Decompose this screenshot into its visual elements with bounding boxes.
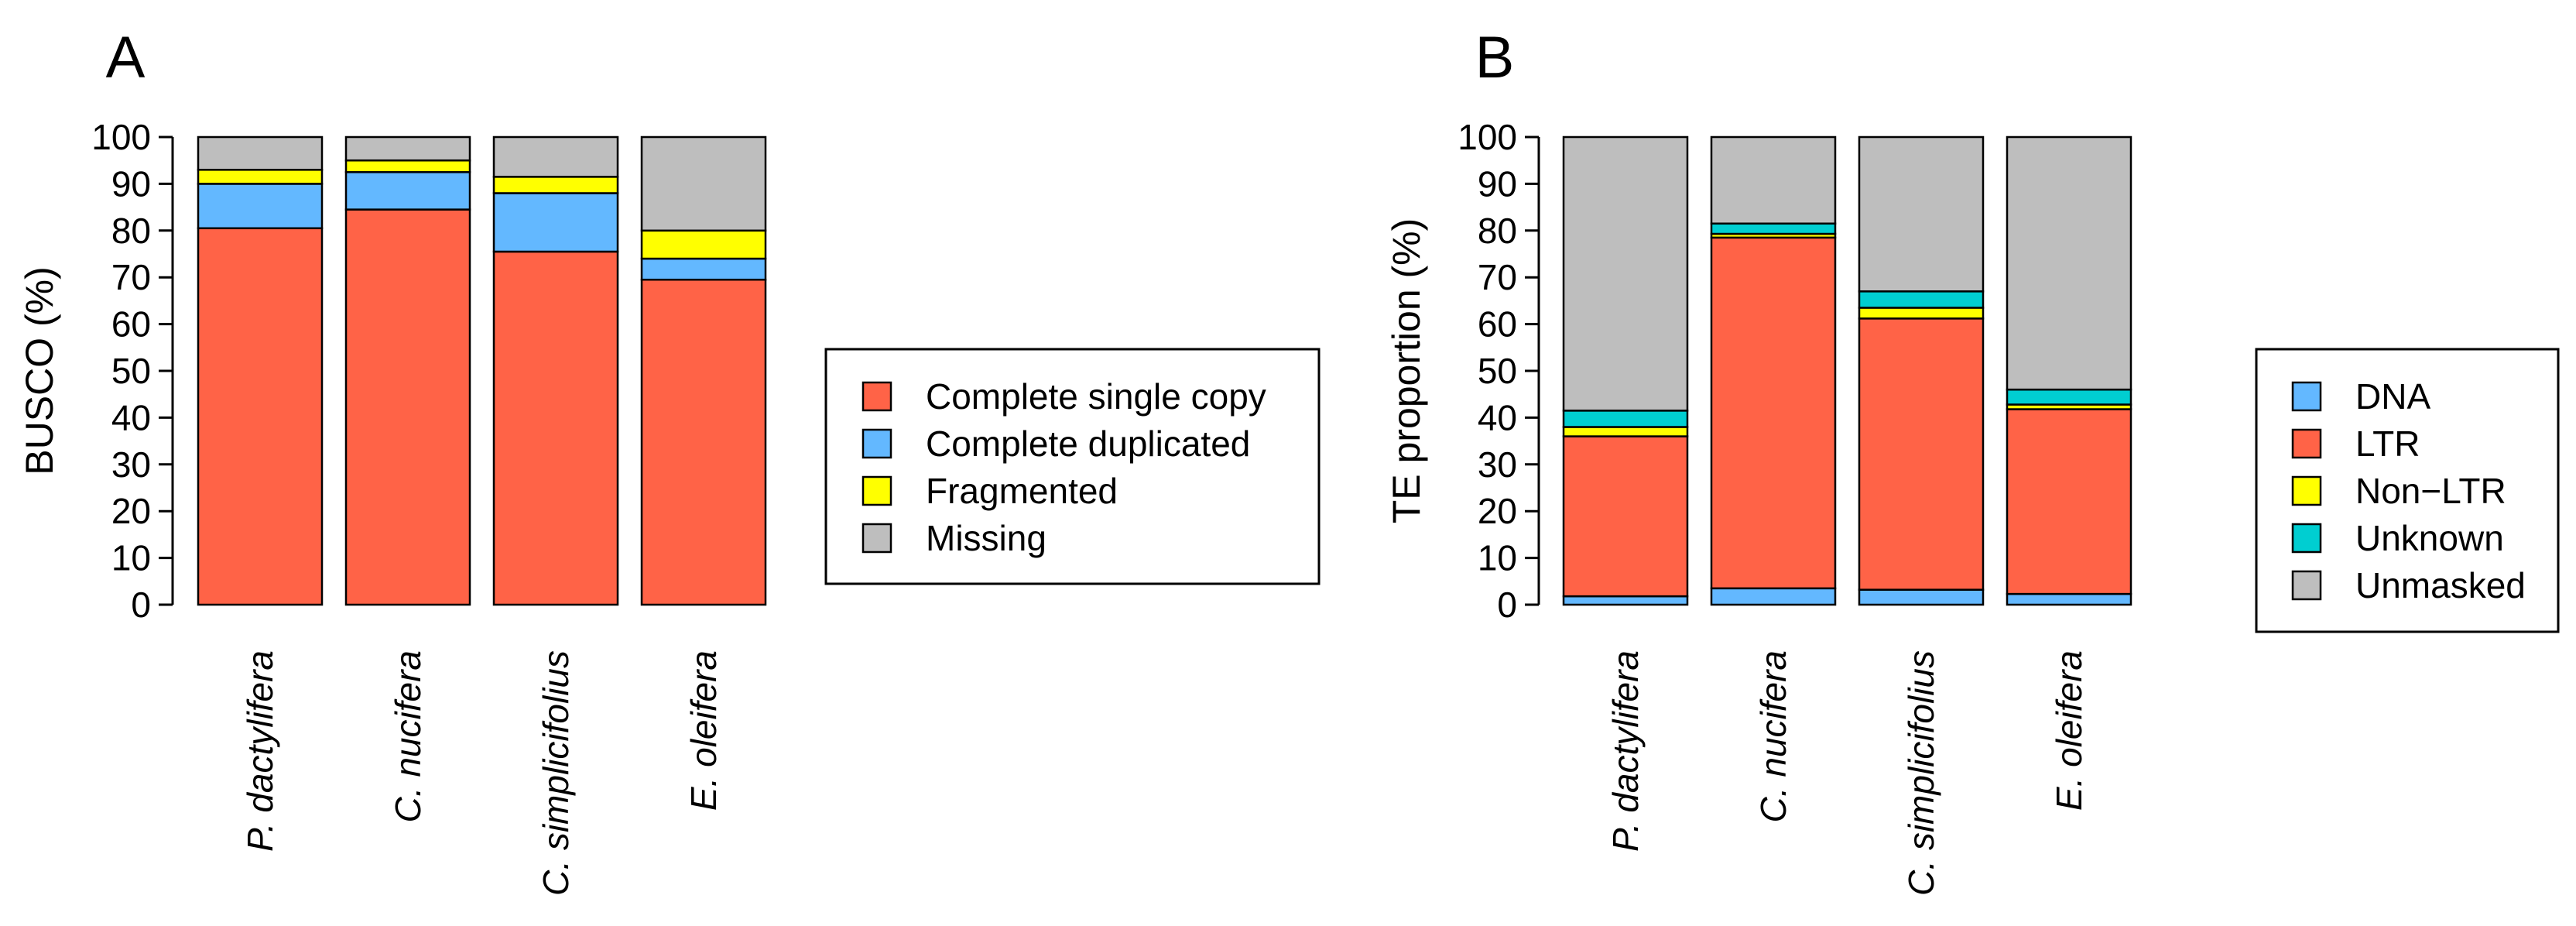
bar-segment xyxy=(197,227,324,606)
legend-swatch xyxy=(2291,475,2322,506)
legend-entry-label: DNA xyxy=(2355,376,2430,417)
bar-segment xyxy=(640,278,767,606)
y-axis-label: TE proportion (%) xyxy=(1385,218,1428,524)
bar-segment xyxy=(492,192,619,253)
y-tick-label: 80 xyxy=(1478,211,1517,251)
panel-letter: A xyxy=(106,25,146,91)
x-category-label: C. simplicifolius xyxy=(536,650,576,896)
bar-segment xyxy=(2006,592,2132,606)
x-category-label: P. dactylifera xyxy=(240,650,280,852)
y-tick-label: 90 xyxy=(111,163,151,204)
legend-swatch xyxy=(862,523,892,554)
y-tick-label: 0 xyxy=(1497,585,1517,625)
legend-swatch xyxy=(862,381,892,412)
y-tick-label: 60 xyxy=(1478,304,1517,345)
legend-entry-label: Non−LTR xyxy=(2355,471,2506,511)
bar-segment xyxy=(2006,135,2132,391)
y-tick-label: 60 xyxy=(111,304,151,345)
y-tick-label: 90 xyxy=(1478,163,1517,204)
bar-segment xyxy=(197,183,324,230)
bar-segment xyxy=(1710,135,1837,225)
legend-swatch xyxy=(2291,523,2322,554)
legend: DNA LTR Non−LTR Unknown Unmasked xyxy=(2255,348,2560,633)
legend-entry-label: Fragmented xyxy=(926,471,1118,511)
y-tick-label: 50 xyxy=(1478,351,1517,391)
bar-segment xyxy=(1562,135,1689,412)
bar-segment xyxy=(1562,595,1689,606)
legend-entry-label: Complete duplicated xyxy=(926,424,1250,464)
y-tick-label: 30 xyxy=(111,444,151,485)
bar-segment xyxy=(640,257,767,281)
y-tick-label: 70 xyxy=(111,257,151,297)
panel-letter: B xyxy=(1475,25,1515,91)
bar-segment xyxy=(1858,588,1985,606)
y-tick-label: 50 xyxy=(111,351,151,391)
y-tick-label: 10 xyxy=(111,538,151,578)
y-axis-label: BUSCO (%) xyxy=(18,266,61,475)
bar-segment xyxy=(1858,307,1985,320)
bar-segment xyxy=(2006,388,2132,406)
y-tick-label: 70 xyxy=(1478,257,1517,297)
bar-segment xyxy=(1858,135,1985,293)
y-tick-label: 0 xyxy=(131,585,151,625)
bar-segment xyxy=(492,250,619,606)
x-category-label: E. oleifera xyxy=(683,650,724,811)
y-tick-label: 40 xyxy=(111,397,151,437)
legend-swatch xyxy=(862,428,892,459)
bar-segment xyxy=(640,135,767,232)
legend-entry-label: Unknown xyxy=(2355,518,2504,558)
bar-segment xyxy=(1562,435,1689,598)
legend-box xyxy=(824,348,1321,585)
legend-entry-label: Complete single copy xyxy=(926,376,1266,417)
bar-segment xyxy=(1562,410,1689,428)
bar-segment xyxy=(492,135,619,178)
legend-swatch xyxy=(2291,570,2322,601)
x-category-label: P. dactylifera xyxy=(1605,650,1646,852)
bar-segment xyxy=(344,171,471,211)
bar-segment xyxy=(640,229,767,260)
y-tick-label: 40 xyxy=(1478,397,1517,437)
bar-segment xyxy=(197,169,324,185)
legend-swatch xyxy=(862,475,892,506)
legend-entry-label: Unmasked xyxy=(2355,565,2526,605)
chart-panel-b: B 0 10 20 30 40 50 60 70 80 90 100 TE proportion (%)… xyxy=(1385,25,2560,896)
chart-panel-a: A 0 10 20 30 40 50 60 70 80 90 100 BUSCO (%) P. dacty… xyxy=(18,25,1321,896)
bar-segment xyxy=(1710,236,1837,590)
bar-segment xyxy=(1858,317,1985,591)
y-tick-label: 100 xyxy=(1458,117,1517,157)
bar-segment xyxy=(1710,587,1837,606)
bar-segment xyxy=(492,176,619,194)
legend-entry-label: Missing xyxy=(926,518,1046,558)
legend-swatch xyxy=(2291,381,2322,412)
y-tick-label: 20 xyxy=(1478,491,1517,531)
y-tick-label: 20 xyxy=(111,491,151,531)
x-category-label: E. oleifera xyxy=(2049,650,2089,811)
bar-segment xyxy=(344,135,471,162)
y-tick-label: 80 xyxy=(111,211,151,251)
bar-segment xyxy=(1562,426,1689,437)
legend: Complete single copy Complete duplicated F… xyxy=(824,348,1321,585)
x-category-label: C. simplicifolius xyxy=(1901,650,1941,896)
bar-segment xyxy=(197,135,324,171)
y-tick-label: 100 xyxy=(91,117,151,157)
bar-segment xyxy=(1858,290,1985,309)
bar-segment xyxy=(344,159,471,173)
legend-entry-label: LTR xyxy=(2355,424,2420,464)
bar-segment xyxy=(344,208,471,606)
legend-swatch xyxy=(2291,428,2322,459)
x-category-label: C. nucifera xyxy=(388,650,428,822)
bar-segment xyxy=(1710,222,1837,235)
bar-segment xyxy=(2006,408,2132,595)
x-category-label: C. nucifera xyxy=(1753,650,1793,822)
y-tick-label: 30 xyxy=(1478,444,1517,485)
y-tick-label: 10 xyxy=(1478,538,1517,578)
